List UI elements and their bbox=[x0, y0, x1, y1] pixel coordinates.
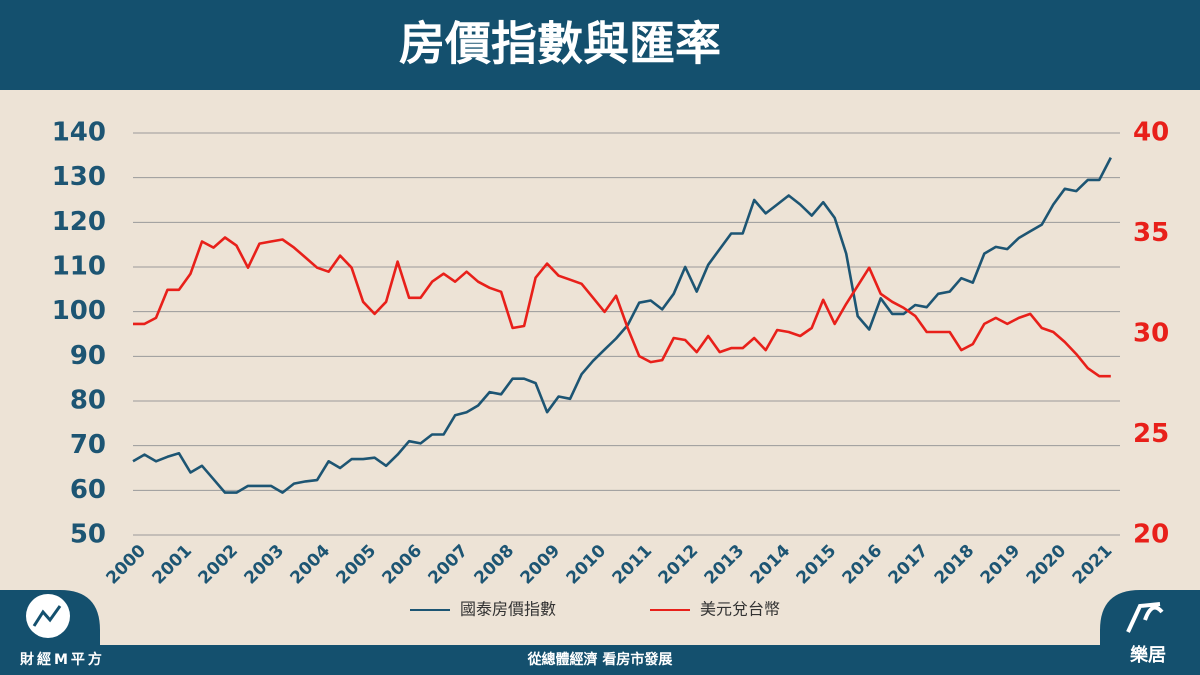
y-tick-label: 120 bbox=[52, 207, 106, 237]
logo-tab bbox=[1100, 590, 1200, 675]
legend-label: 國泰房價指數 bbox=[460, 600, 556, 619]
y-tick-label: 110 bbox=[52, 252, 106, 282]
y-tick-label: 60 bbox=[70, 475, 106, 505]
logo-mark bbox=[1126, 602, 1164, 633]
legend-label: 美元兌台幣 bbox=[700, 600, 780, 619]
y2-tick-label: 30 bbox=[1133, 319, 1169, 349]
y-tick-label: 80 bbox=[70, 386, 106, 416]
y2-tick-label: 35 bbox=[1133, 218, 1169, 248]
y2-tick-label: 25 bbox=[1133, 419, 1169, 449]
y2-tick-label: 40 bbox=[1133, 118, 1169, 148]
page-title: 房價指數與匯率 bbox=[399, 17, 721, 71]
logo-text: 樂居 bbox=[1130, 644, 1166, 666]
series-line bbox=[133, 236, 1111, 378]
y-tick-label: 50 bbox=[70, 520, 106, 550]
y-tick-label: 130 bbox=[52, 162, 106, 192]
y-tick-label: 140 bbox=[52, 118, 106, 148]
y-tick-label: 70 bbox=[70, 430, 106, 460]
y-tick-label: 100 bbox=[52, 296, 106, 326]
series-line bbox=[132, 157, 1112, 494]
y2-tick-label: 20 bbox=[1133, 520, 1169, 550]
y-tick-label: 90 bbox=[70, 341, 106, 371]
footer-slogan: 從總體經濟 看房市發展 bbox=[527, 651, 673, 668]
footer-bar bbox=[0, 645, 1200, 675]
brand-name: 財經M平方 bbox=[19, 651, 105, 668]
header-bar bbox=[0, 0, 1200, 90]
brand-icon-line bbox=[32, 605, 62, 627]
